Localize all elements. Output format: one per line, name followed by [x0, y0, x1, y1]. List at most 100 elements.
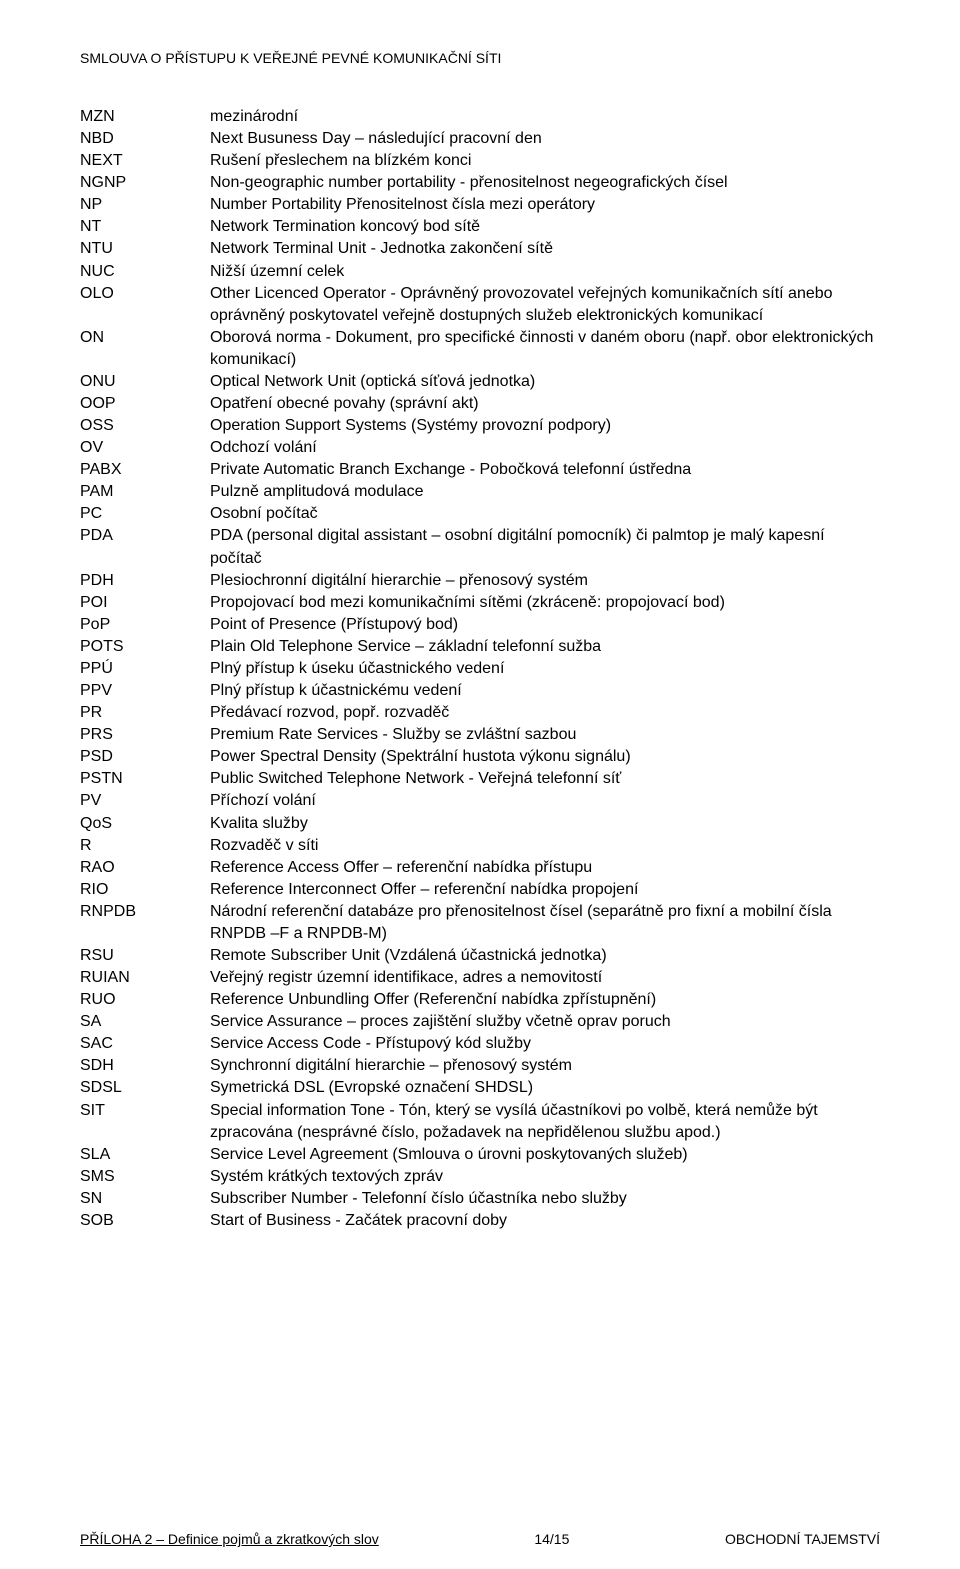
definition-row: NGNPNon-geographic number portability - …	[80, 172, 880, 194]
desc-cell: Premium Rate Services - Služby se zvlášt…	[210, 724, 880, 746]
definition-row: RRozvaděč v síti	[80, 835, 880, 857]
abbr-cell: PSD	[80, 746, 210, 768]
desc-cell: Reference Unbundling Offer (Referenční n…	[210, 989, 880, 1011]
desc-cell: Power Spectral Density (Spektrální husto…	[210, 746, 880, 768]
definition-row: RIOReference Interconnect Offer – refere…	[80, 879, 880, 901]
desc-cell: Network Terminal Unit - Jednotka zakonče…	[210, 238, 880, 260]
definition-row: NPNumber Portability Přenositelnost čísl…	[80, 194, 880, 216]
abbr-cell: PC	[80, 503, 210, 525]
desc-cell: Public Switched Telephone Network - Veře…	[210, 768, 880, 790]
definition-row: ONOborová norma - Dokument, pro specific…	[80, 327, 880, 371]
abbr-cell: PV	[80, 790, 210, 812]
definition-row: PVPříchozí volání	[80, 790, 880, 812]
desc-cell: Operation Support Systems (Systémy provo…	[210, 415, 880, 437]
abbr-cell: POTS	[80, 636, 210, 658]
abbr-cell: PDA	[80, 525, 210, 547]
page: SMLOUVA O PŘÍSTUPU K VEŘEJNÉ PEVNÉ KOMUN…	[0, 0, 960, 1569]
definition-row: RAOReference Access Offer – referenční n…	[80, 857, 880, 879]
abbr-cell: ON	[80, 327, 210, 349]
abbr-cell: PABX	[80, 459, 210, 481]
abbr-cell: NGNP	[80, 172, 210, 194]
desc-cell: Special information Tone - Tón, který se…	[210, 1100, 880, 1144]
definition-row: SMSSystém krátkých textových zpráv	[80, 1166, 880, 1188]
definition-row: OOPOpatření obecné povahy (správní akt)	[80, 393, 880, 415]
definition-row: PSDPower Spectral Density (Spektrální hu…	[80, 746, 880, 768]
desc-cell: Kvalita služby	[210, 813, 880, 835]
definition-row: PRSPremium Rate Services - Služby se zvl…	[80, 724, 880, 746]
definition-row: SLAService Level Agreement (Smlouva o úr…	[80, 1144, 880, 1166]
desc-cell: Service Assurance – proces zajištění slu…	[210, 1011, 880, 1033]
definition-row: POTSPlain Old Telephone Service – základ…	[80, 636, 880, 658]
abbr-cell: RUIAN	[80, 967, 210, 989]
desc-cell: Příchozí volání	[210, 790, 880, 812]
abbr-cell: PoP	[80, 614, 210, 636]
definition-row: ONUOptical Network Unit (optická síťová …	[80, 371, 880, 393]
abbr-cell: R	[80, 835, 210, 857]
desc-cell: Rušení přeslechem na blízkém konci	[210, 150, 880, 172]
definition-row: PAMPulzně amplitudová modulace	[80, 481, 880, 503]
abbr-cell: ONU	[80, 371, 210, 393]
definition-row: RSURemote Subscriber Unit (Vzdálená účas…	[80, 945, 880, 967]
desc-cell: Service Level Agreement (Smlouva o úrovn…	[210, 1144, 880, 1166]
abbr-cell: PSTN	[80, 768, 210, 790]
desc-cell: Národní referenční databáze pro přenosit…	[210, 901, 880, 945]
definition-row: RNPDBNárodní referenční databáze pro pře…	[80, 901, 880, 945]
desc-cell: mezinárodní	[210, 106, 880, 128]
desc-cell: Odchozí volání	[210, 437, 880, 459]
desc-cell: Opatření obecné povahy (správní akt)	[210, 393, 880, 415]
desc-cell: Reference Access Offer – referenční nabí…	[210, 857, 880, 879]
abbr-cell: SLA	[80, 1144, 210, 1166]
definition-row: SDSLSymetrická DSL (Evropské označení SH…	[80, 1077, 880, 1099]
definition-row: PCOsobní počítač	[80, 503, 880, 525]
definition-row: QoSKvalita služby	[80, 813, 880, 835]
abbr-cell: POI	[80, 592, 210, 614]
abbr-cell: SMS	[80, 1166, 210, 1188]
abbr-cell: PPV	[80, 680, 210, 702]
abbr-cell: PPÚ	[80, 658, 210, 680]
definition-row: RUIANVeřejný registr územní identifikace…	[80, 967, 880, 989]
abbr-cell: OSS	[80, 415, 210, 437]
abbr-cell: RAO	[80, 857, 210, 879]
desc-cell: Non-geographic number portability - přen…	[210, 172, 880, 194]
desc-cell: Plný přístup k účastnickému vedení	[210, 680, 880, 702]
abbr-cell: PRS	[80, 724, 210, 746]
abbr-cell: OLO	[80, 283, 210, 305]
desc-cell: Plain Old Telephone Service – základní t…	[210, 636, 880, 658]
abbr-cell: RSU	[80, 945, 210, 967]
abbr-cell: RNPDB	[80, 901, 210, 923]
abbr-cell: NTU	[80, 238, 210, 260]
definition-row: NTUNetwork Terminal Unit - Jednotka zako…	[80, 238, 880, 260]
abbr-cell: PR	[80, 702, 210, 724]
abbr-cell: NBD	[80, 128, 210, 150]
footer-left: PŘÍLOHA 2 – Definice pojmů a zkratkových…	[80, 1531, 379, 1547]
desc-cell: Oborová norma - Dokument, pro specifické…	[210, 327, 880, 371]
desc-cell: Propojovací bod mezi komunikačními sítěm…	[210, 592, 880, 614]
abbr-cell: PDH	[80, 570, 210, 592]
desc-cell: Osobní počítač	[210, 503, 880, 525]
definition-row: PoPPoint of Presence (Přístupový bod)	[80, 614, 880, 636]
desc-cell: Pulzně amplitudová modulace	[210, 481, 880, 503]
abbr-cell: SN	[80, 1188, 210, 1210]
definition-row: NTNetwork Termination koncový bod sítě	[80, 216, 880, 238]
abbr-cell: SDH	[80, 1055, 210, 1077]
definition-row: SDHSynchronní digitální hierarchie – pře…	[80, 1055, 880, 1077]
abbr-cell: SIT	[80, 1100, 210, 1122]
desc-cell: Synchronní digitální hierarchie – přenos…	[210, 1055, 880, 1077]
footer-right: OBCHODNÍ TAJEMSTVÍ	[725, 1531, 880, 1547]
abbr-cell: NT	[80, 216, 210, 238]
desc-cell: Remote Subscriber Unit (Vzdálená účastni…	[210, 945, 880, 967]
desc-cell: Point of Presence (Přístupový bod)	[210, 614, 880, 636]
definition-row: POIPropojovací bod mezi komunikačními sí…	[80, 592, 880, 614]
desc-cell: Nižší územní celek	[210, 261, 880, 283]
definition-row: OVOdchozí volání	[80, 437, 880, 459]
desc-cell: Veřejný registr územní identifikace, adr…	[210, 967, 880, 989]
desc-cell: Service Access Code - Přístupový kód slu…	[210, 1033, 880, 1055]
abbr-cell: MZN	[80, 106, 210, 128]
definition-row: NEXTRušení přeslechem na blízkém konci	[80, 150, 880, 172]
definition-row: SACService Access Code - Přístupový kód …	[80, 1033, 880, 1055]
desc-cell: Systém krátkých textových zpráv	[210, 1166, 880, 1188]
definition-row: SNSubscriber Number - Telefonní číslo úč…	[80, 1188, 880, 1210]
definition-row: SITSpecial information Tone - Tón, který…	[80, 1100, 880, 1144]
abbr-cell: NUC	[80, 261, 210, 283]
abbr-cell: NEXT	[80, 150, 210, 172]
